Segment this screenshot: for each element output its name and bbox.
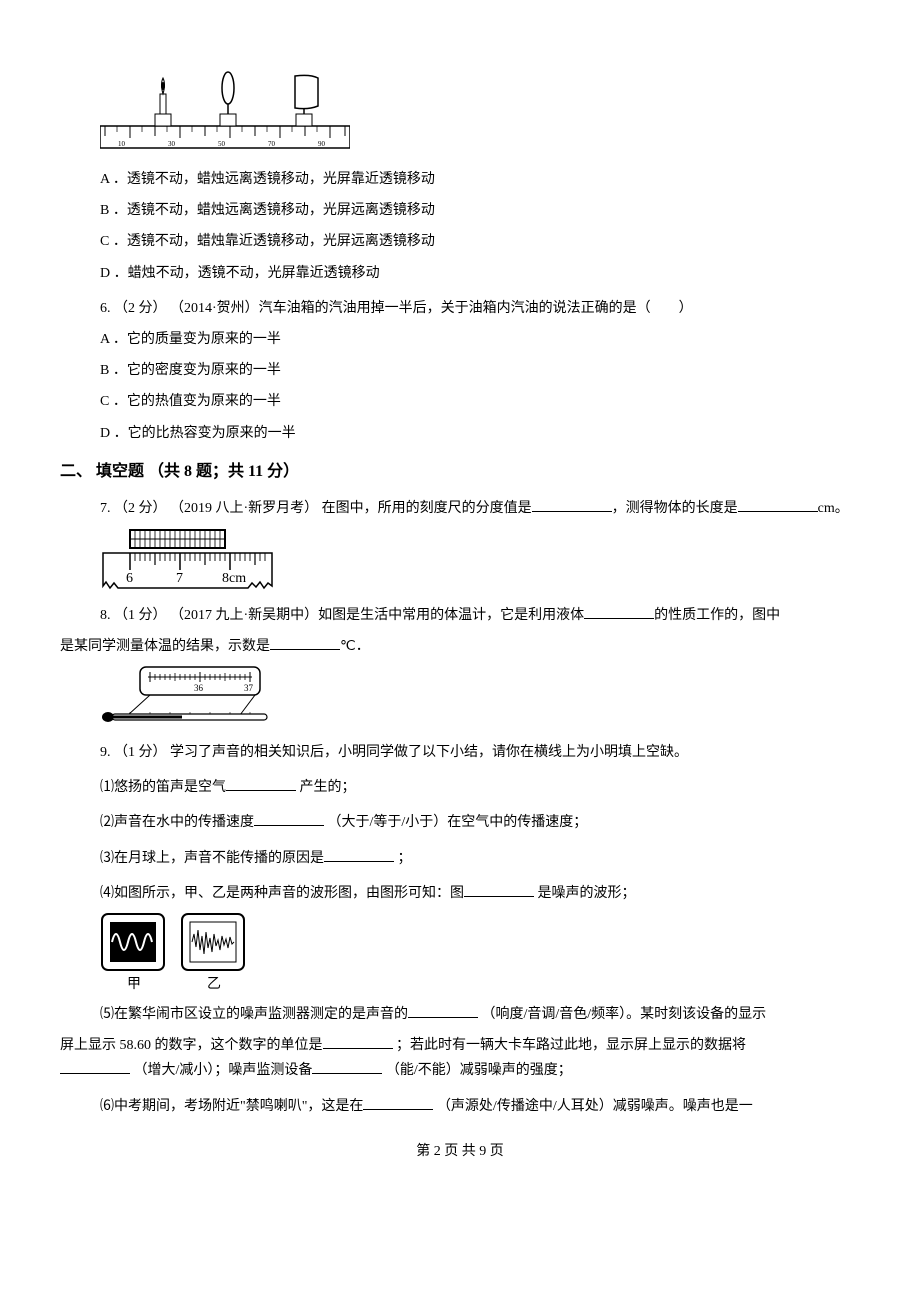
q5-option-c: C ．透镜不动，蜡烛靠近透镜移动，光屏远离透镜移动 [100,229,860,254]
optical-bench-svg: 10 30 50 70 90 [100,66,350,161]
q9-p6a: ⑹中考期间，考场附近"禁鸣喇叭"，这是在 [100,1099,363,1114]
q7-figure: 6 7 8cm [100,528,860,593]
svg-text:7: 7 [176,571,183,586]
q9-p5d: ；若此时有一辆大卡车路过此地，显示屏上显示的数据将 [393,1038,747,1053]
q5-option-a: A ．透镜不动，蜡烛远离透镜移动，光屏靠近透镜移动 [100,167,860,192]
q9-p1b: 产生的； [296,780,356,795]
q7-text-pre: 7. （2 分） （2019 八上·新罗月考） 在图中，所用的刻度尺的分度值是 [100,501,532,516]
q6-option-b: B ．它的密度变为原来的一半 [100,358,860,383]
svg-text:6: 6 [126,571,133,586]
q9-p2b: （大于/等于/小于）在空气中的传播速度； [324,815,587,830]
q7-blank-2 [738,498,818,512]
q8-text-line2a: 是某同学测量体温的结果，示数是 [60,639,270,654]
q8-text-mid: 的性质工作的，图中 [654,608,780,623]
section2-header: 二、 填空题 （共 8 题；共 11 分） [60,458,860,487]
q9-p4: ⑷如图所示，甲、乙是两种声音的波形图，由图形可知：图 是噪声的波形； [100,881,860,906]
q9-p3a: ⑶在月球上，声音不能传播的原因是 [100,851,324,866]
q9-p5-blank1 [408,1004,478,1018]
q9-p6: ⑹中考期间，考场附近"禁鸣喇叭"，这是在 （声源处/传播途中/人耳处）减弱噪声。… [100,1094,860,1119]
q9-p3: ⑶在月球上，声音不能传播的原因是 ； [100,846,860,871]
q6-option-c: C ．它的热值变为原来的一半 [100,389,860,414]
q9-p5-line1: ⑸在繁华闹市区设立的噪声监测器测定的是声音的 （响度/音调/音色/频率）。某时刻… [100,1002,860,1027]
q9-figure: 甲 乙 [100,912,860,992]
q9-stem: 9. （1 分） 学习了声音的相关知识后，小明同学做了以下小结，请你在横线上为小… [100,740,860,765]
q6-option-d: D ．它的比热容变为原来的一半 [100,421,860,446]
svg-text:8cm: 8cm [222,571,246,586]
svg-text:36: 36 [194,683,204,693]
svg-text:乙: 乙 [207,976,221,992]
q6-option-a: A ．它的质量变为原来的一半 [100,327,860,352]
q7-text-post: cm。 [818,501,849,516]
q9-p5a: ⑸在繁华闹市区设立的噪声监测器测定的是声音的 [100,1007,408,1022]
q5-option-b: B ．透镜不动，蜡烛远离透镜移动，光屏远离透镜移动 [100,198,860,223]
q5-option-d: D ．蜡烛不动，透镜不动，光屏靠近透镜移动 [100,261,860,286]
q9-p5b: （响度/音调/音色/频率）。某时刻该设备的显示 [478,1007,766,1022]
q9-p4b: 是噪声的波形； [534,886,636,901]
q9-p5-line3: （增大/减小）；噪声监测设备 （能/不能）减弱噪声的强度； [60,1058,860,1083]
q9-p4a: ⑷如图所示，甲、乙是两种声音的波形图，由图形可知：图 [100,886,464,901]
svg-text:10: 10 [118,140,126,148]
q9-p3-blank [324,848,394,862]
q8-text-pre: 8. （1 分） （2017 九上·新吴期中）如图是生活中常用的体温计，它是利用… [100,608,584,623]
q7-stem: 7. （2 分） （2019 八上·新罗月考） 在图中，所用的刻度尺的分度值是 ，… [100,496,860,521]
q9-p5-blank4 [312,1060,382,1074]
q9-p6-blank [363,1096,433,1110]
page-footer: 第 2 页 共 9 页 [60,1139,860,1164]
thermometer-svg: 36 37 [100,665,275,730]
q9-p3b: ； [394,851,412,866]
q9-p5-blank2 [323,1035,393,1049]
q8-text-line2b: ℃． [340,639,370,654]
svg-text:70: 70 [268,140,276,148]
q9-p5f: （能/不能）减弱噪声的强度； [382,1063,571,1078]
ruler-svg: 6 7 8cm [100,528,275,593]
svg-text:30: 30 [168,140,176,148]
q9-p2a: ⑵声音在水中的传播速度 [100,815,254,830]
q9-p6b: （声源处/传播途中/人耳处）减弱噪声。噪声也是一 [433,1099,752,1114]
q9-p5-line2: 屏上显示 58.60 的数字，这个数字的单位是 ；若此时有一辆大卡车路过此地，显… [60,1033,860,1058]
q7-text-mid: ，测得物体的长度是 [612,501,738,516]
q7-blank-1 [532,498,612,512]
q8-stem: 8. （1 分） （2017 九上·新吴期中）如图是生活中常用的体温计，它是利用… [100,603,860,628]
q9-p2: ⑵声音在水中的传播速度 （大于/等于/小于）在空气中的传播速度； [100,810,860,835]
q9-p1: ⑴悠扬的笛声是空气 产生的； [100,775,860,800]
svg-text:甲: 甲 [127,977,141,992]
q6-stem: 6. （2 分） （2014·贺州）汽车油箱的汽油用掉一半后，关于油箱内汽油的说… [100,296,860,321]
q9-p5c: 屏上显示 58.60 的数字，这个数字的单位是 [60,1038,323,1053]
svg-text:37: 37 [244,683,254,693]
q9-p5-blank3 [60,1060,130,1074]
q9-p5e: （增大/减小）；噪声监测设备 [130,1063,312,1078]
q9-p1-blank [226,777,296,791]
q5-figure: 10 30 50 70 90 [100,66,860,161]
svg-text:50: 50 [218,140,226,148]
q9-p2-blank [254,812,324,826]
q9-p1a: ⑴悠扬的笛声是空气 [100,780,226,795]
q9-p4-blank [464,883,534,897]
svg-text:90: 90 [318,140,326,148]
q8-blank-1 [584,605,654,619]
waveform-svg: 甲 乙 [100,912,255,992]
q8-blank-2 [270,636,340,650]
q8-line2: 是某同学测量体温的结果，示数是 ℃． [60,634,860,659]
q8-figure: 36 37 [100,665,860,730]
